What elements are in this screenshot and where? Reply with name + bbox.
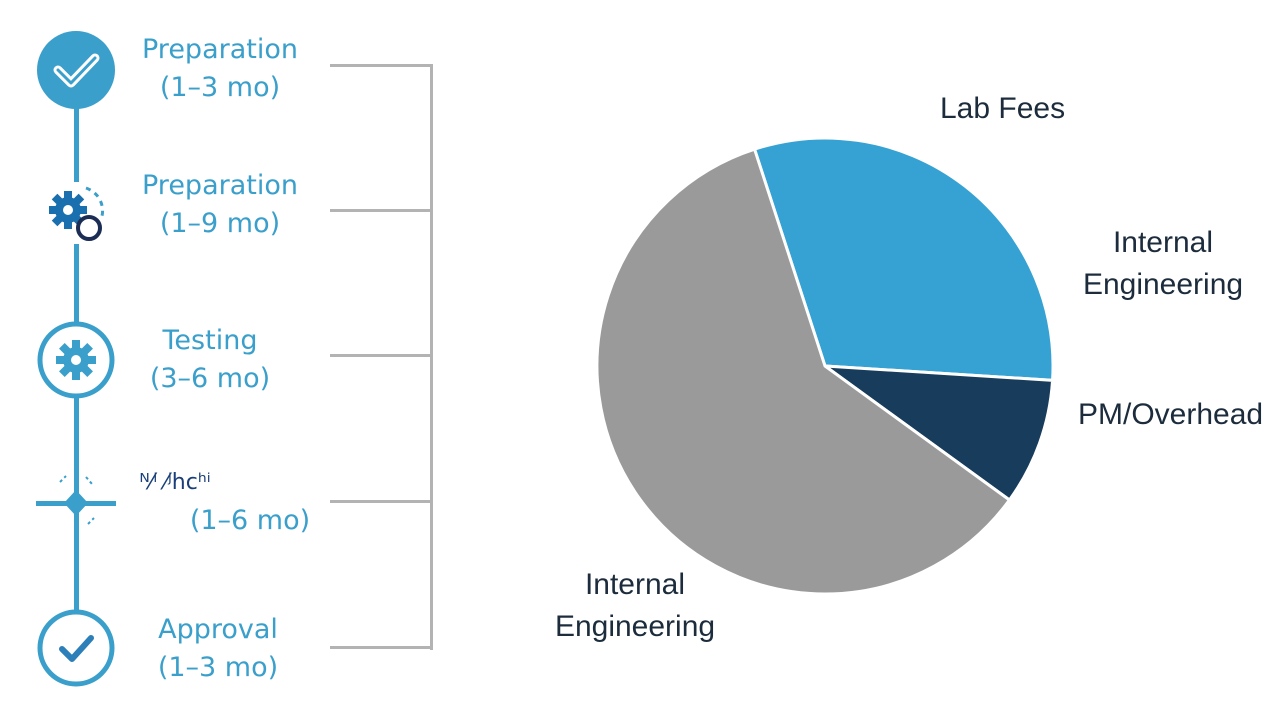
label-internal-engineering-bottom: Internal Engineering [554,568,716,643]
bracket-tick [330,646,432,649]
stage-label-1: Preparation (1–3 mo) [130,31,310,107]
checkmark-badge-icon [36,30,116,110]
bracket-spine [430,64,433,650]
stage-label-5: Approval (1–3 mo) [128,611,308,687]
label-pm-overhead: PM/Overhead [1078,398,1264,431]
stage-duration: (1–3 mo) [159,72,281,103]
diamond-marker-icon [36,464,116,544]
bracket-tick [330,209,432,212]
bracket-tick [330,64,432,67]
stage-duration: (1–6 mo) [189,505,311,536]
label-internal-engineering-right: Internal Engineering [1082,226,1244,301]
bracket-tick [330,500,432,503]
stage-duration: (1–3 mo) [157,652,279,683]
bracket-tick [330,354,432,357]
stage-name: Preparation [142,34,298,65]
gear-cycle-icon [36,172,116,252]
gear-icon [36,320,116,400]
stage-duration: (1–9 mo) [159,208,281,239]
stage-name: Testing [162,325,258,356]
stage-label-2: Preparation (1–9 mo) [130,167,310,243]
stage-name: Preparation [142,170,298,201]
label-lab-fees: Lab Fees [940,92,1066,125]
pie-slice-lab-fees [752,136,1055,382]
stage-duration: (3–6 mo) [149,363,271,394]
pie-slice-pm-overhead [819,364,1055,503]
stage-label-3: Testing (3–6 mo) [120,322,300,398]
checkmark-circle-icon [36,608,116,688]
stage-name: Approval [158,614,278,645]
pie-slice-internal-engineering [595,147,1012,596]
stage-name: ᴺ⁄ⁱ ⁄ʲhcʰⁱ [139,470,211,495]
stage-label-4: ᴺ⁄ⁱ ⁄ʲhcʰⁱ (1–6 mo) [100,464,310,540]
